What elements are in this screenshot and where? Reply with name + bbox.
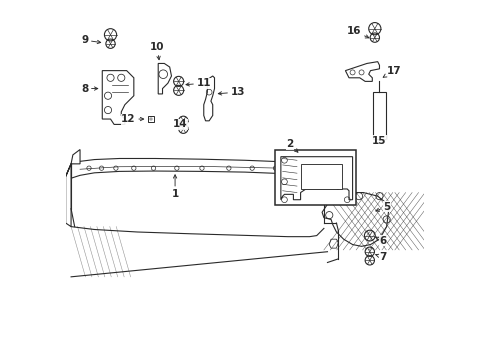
Bar: [275, 149, 356, 205]
Text: 9: 9: [81, 35, 100, 45]
Polygon shape: [345, 62, 379, 81]
Text: 1: 1: [172, 175, 179, 199]
Text: 16: 16: [347, 26, 369, 38]
Text: 6: 6: [376, 236, 387, 246]
Text: 8: 8: [81, 84, 98, 94]
Bar: [373, 92, 386, 139]
Polygon shape: [322, 193, 389, 246]
Text: 4: 4: [329, 182, 340, 192]
Polygon shape: [71, 158, 329, 178]
Text: 2: 2: [286, 139, 298, 152]
Text: 17: 17: [383, 66, 401, 77]
Text: 14: 14: [173, 120, 188, 129]
Bar: [149, 118, 152, 121]
Polygon shape: [281, 157, 353, 200]
Polygon shape: [158, 63, 172, 94]
Polygon shape: [204, 76, 215, 121]
Text: 12: 12: [121, 114, 144, 124]
Polygon shape: [329, 239, 338, 248]
Text: 5: 5: [376, 202, 391, 212]
Polygon shape: [66, 149, 80, 176]
Bar: [300, 164, 342, 189]
Text: 10: 10: [150, 42, 164, 60]
Bar: [148, 116, 154, 122]
Polygon shape: [66, 164, 71, 226]
Text: 13: 13: [218, 87, 245, 97]
Polygon shape: [102, 71, 134, 125]
Text: 7: 7: [376, 252, 387, 262]
Text: 11: 11: [186, 78, 211, 88]
Text: 3: 3: [326, 159, 340, 169]
Text: 15: 15: [372, 136, 387, 145]
